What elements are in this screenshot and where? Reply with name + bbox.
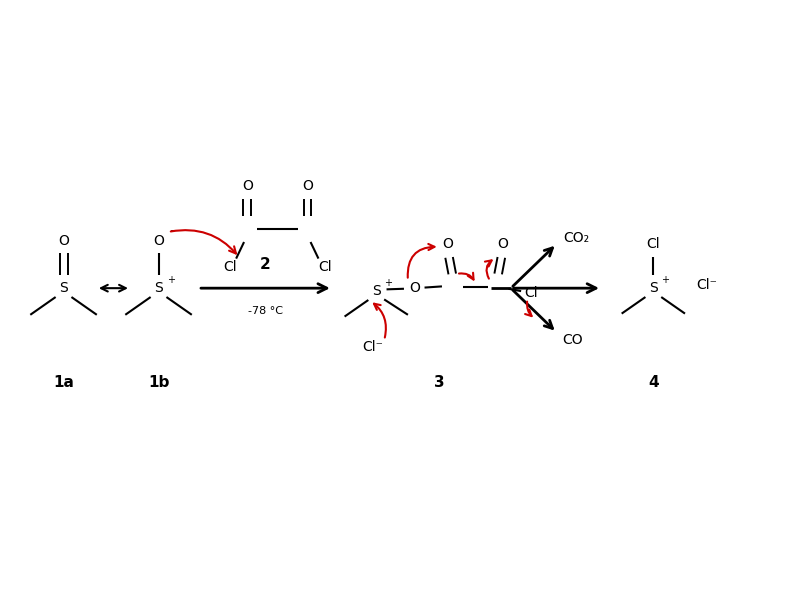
Text: O: O bbox=[58, 234, 69, 248]
Text: 4: 4 bbox=[648, 376, 658, 391]
Text: O: O bbox=[302, 179, 313, 193]
Text: −: − bbox=[170, 226, 179, 236]
Text: O: O bbox=[498, 238, 508, 251]
Text: O: O bbox=[442, 238, 453, 251]
Text: Cl⁻: Cl⁻ bbox=[697, 278, 718, 292]
Text: S: S bbox=[154, 281, 163, 295]
Text: 2: 2 bbox=[260, 257, 270, 272]
Text: Cl: Cl bbox=[646, 237, 660, 251]
Text: O: O bbox=[409, 281, 420, 295]
Text: 1b: 1b bbox=[148, 376, 170, 391]
Text: +: + bbox=[662, 275, 670, 286]
Text: Cl: Cl bbox=[223, 260, 237, 274]
Text: 3: 3 bbox=[434, 376, 445, 391]
Text: -78 °C: -78 °C bbox=[248, 305, 283, 316]
Text: O: O bbox=[153, 234, 164, 248]
Text: +: + bbox=[384, 278, 392, 289]
Text: O: O bbox=[242, 179, 253, 193]
Text: S: S bbox=[649, 281, 658, 295]
Text: Cl: Cl bbox=[525, 286, 538, 300]
Text: CO₂: CO₂ bbox=[563, 231, 590, 245]
Text: S: S bbox=[59, 281, 68, 295]
Text: S: S bbox=[372, 284, 381, 298]
Text: Cl: Cl bbox=[318, 260, 332, 274]
Text: 1a: 1a bbox=[53, 376, 74, 391]
Text: CO: CO bbox=[562, 332, 583, 347]
Text: Cl⁻: Cl⁻ bbox=[362, 340, 382, 355]
Text: +: + bbox=[167, 275, 175, 285]
